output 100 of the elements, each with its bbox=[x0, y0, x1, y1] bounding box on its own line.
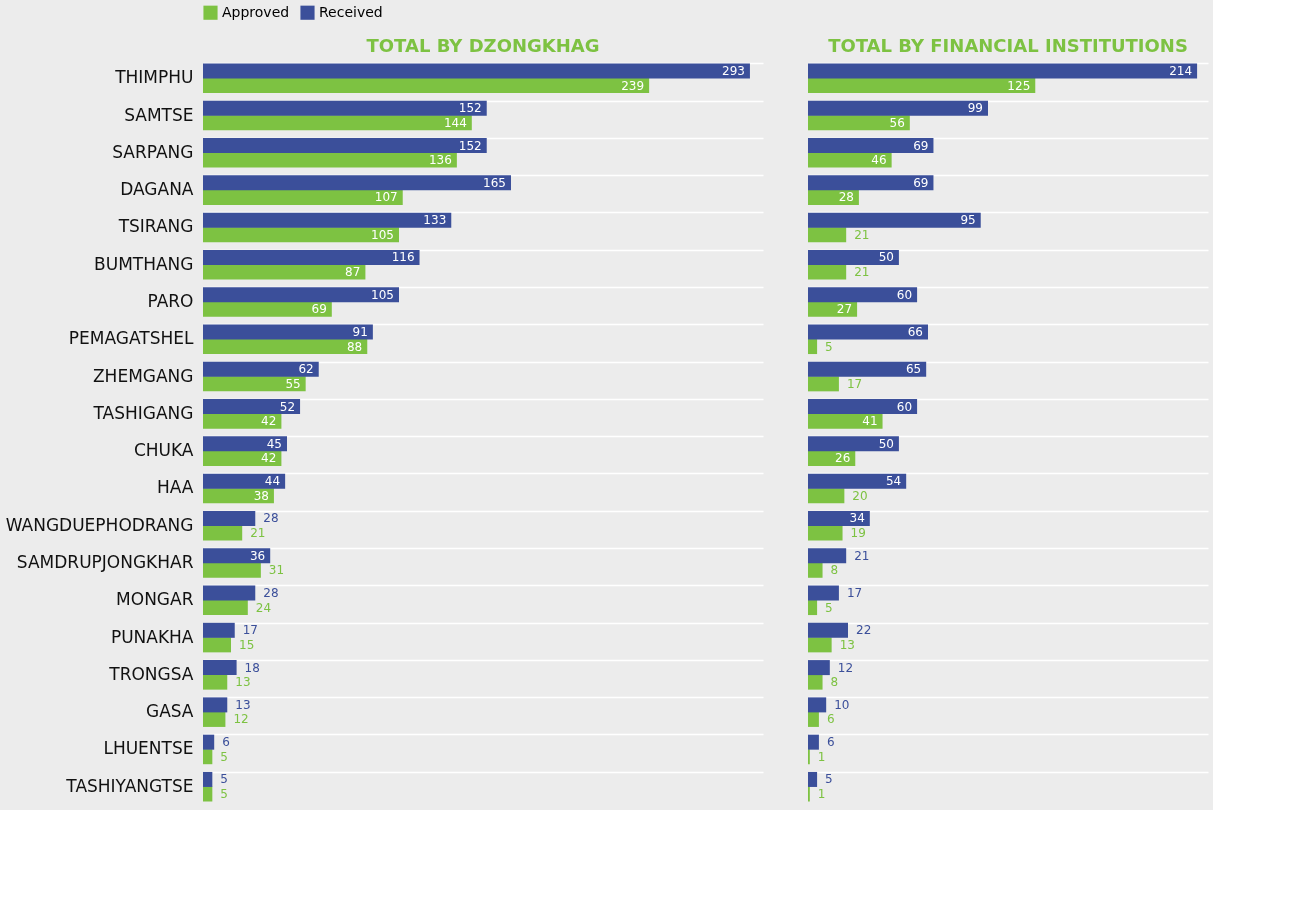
y-tick-label: SARPANG bbox=[112, 141, 194, 162]
data-label: 65 bbox=[905, 362, 922, 377]
bar bbox=[808, 227, 847, 243]
data-label: 52 bbox=[279, 399, 296, 414]
bar bbox=[203, 301, 332, 317]
bar bbox=[203, 585, 256, 601]
y-tick-label: THIMPHU bbox=[114, 67, 194, 88]
bar bbox=[203, 749, 213, 765]
data-label: 214 bbox=[1169, 64, 1193, 78]
data-label: 21 bbox=[854, 227, 870, 242]
bar bbox=[203, 249, 420, 265]
bar bbox=[203, 399, 301, 415]
data-label: 105 bbox=[371, 227, 394, 242]
y-tick-label: TSIRANG bbox=[117, 216, 194, 237]
bar bbox=[808, 473, 907, 489]
data-label: 144 bbox=[443, 115, 467, 130]
bar bbox=[203, 212, 452, 228]
bar bbox=[808, 287, 918, 303]
bar bbox=[203, 138, 487, 154]
data-label: 12 bbox=[233, 712, 249, 727]
bar bbox=[203, 711, 226, 727]
bar bbox=[808, 324, 928, 340]
bar bbox=[203, 152, 457, 168]
data-label: 116 bbox=[391, 250, 415, 265]
data-label: 20 bbox=[852, 488, 868, 503]
data-label: 133 bbox=[423, 213, 447, 228]
bar bbox=[808, 548, 847, 564]
data-label: 6 bbox=[826, 712, 835, 727]
bar bbox=[808, 660, 830, 676]
data-label: 18 bbox=[244, 660, 260, 675]
bar bbox=[808, 488, 845, 504]
data-label: 5 bbox=[220, 749, 228, 764]
data-label: 42 bbox=[261, 451, 277, 466]
y-tick-label: SAMDRUPJONGKHAR bbox=[16, 552, 194, 573]
data-label: 152 bbox=[458, 138, 482, 153]
bar bbox=[808, 734, 819, 750]
data-label: 15 bbox=[239, 637, 255, 652]
data-label: 6 bbox=[222, 735, 230, 750]
bar bbox=[808, 212, 981, 228]
data-label: 34 bbox=[849, 511, 865, 526]
data-label: 99 bbox=[967, 101, 983, 116]
bar bbox=[808, 697, 827, 713]
data-label: 69 bbox=[913, 175, 929, 190]
y-tick-label: TASHIGANG bbox=[92, 402, 194, 423]
data-label: 69 bbox=[913, 138, 929, 153]
bar bbox=[203, 562, 261, 578]
data-label: 19 bbox=[850, 525, 866, 540]
data-label: 27 bbox=[836, 302, 853, 317]
data-label: 41 bbox=[862, 414, 878, 429]
data-label: 293 bbox=[722, 64, 745, 78]
y-tick-label: PUNAKHA bbox=[110, 626, 194, 647]
data-label: 38 bbox=[253, 488, 269, 503]
bar bbox=[203, 115, 472, 131]
bar bbox=[808, 585, 839, 601]
data-label: 66 bbox=[907, 325, 923, 340]
data-label: 152 bbox=[458, 101, 482, 116]
bar bbox=[808, 100, 988, 116]
bar bbox=[203, 264, 366, 280]
y-tick-label: CHUKA bbox=[133, 440, 194, 461]
data-label: 88 bbox=[346, 339, 363, 354]
data-label: 22 bbox=[856, 623, 872, 638]
legend-label: Approved bbox=[222, 3, 290, 20]
bar bbox=[203, 637, 231, 653]
data-label: 24 bbox=[255, 600, 272, 615]
bar bbox=[808, 674, 823, 690]
y-tick-label: BUMTHANG bbox=[94, 253, 194, 274]
data-label: 36 bbox=[249, 548, 266, 563]
y-tick-label: TRONGSA bbox=[108, 663, 194, 684]
bar bbox=[808, 175, 934, 191]
bar bbox=[808, 510, 870, 526]
data-label: 60 bbox=[896, 399, 913, 414]
data-label: 1 bbox=[817, 787, 826, 801]
data-label: 45 bbox=[266, 436, 282, 451]
data-label: 239 bbox=[621, 78, 645, 93]
data-label: 26 bbox=[834, 451, 851, 466]
bar bbox=[203, 100, 487, 116]
bar bbox=[203, 78, 650, 94]
data-label: 21 bbox=[250, 525, 266, 540]
y-tick-label: WANGDUEPHODRANG bbox=[5, 514, 194, 535]
bar bbox=[808, 361, 927, 377]
bar bbox=[808, 562, 823, 578]
bar bbox=[808, 63, 1198, 79]
y-tick-label: TASHIYANGTSE bbox=[65, 775, 194, 796]
chart-title: TOTAL BY FINANCIAL INSTITUTIONS bbox=[828, 35, 1188, 56]
data-label: 17 bbox=[242, 623, 259, 638]
bar bbox=[203, 510, 256, 526]
y-tick-label: LHUENTSE bbox=[103, 738, 194, 759]
bar bbox=[808, 637, 832, 653]
data-label: 62 bbox=[298, 362, 314, 377]
bar bbox=[203, 697, 228, 713]
bar bbox=[203, 734, 215, 750]
data-label: 6 bbox=[826, 735, 835, 750]
bar bbox=[203, 600, 248, 616]
data-label: 13 bbox=[235, 675, 251, 690]
y-tick-label: SAMTSE bbox=[124, 104, 194, 125]
data-label: 136 bbox=[428, 153, 452, 168]
bar bbox=[808, 138, 934, 154]
bar bbox=[203, 227, 399, 243]
data-label: 42 bbox=[261, 414, 277, 429]
data-label: 12 bbox=[837, 660, 854, 675]
